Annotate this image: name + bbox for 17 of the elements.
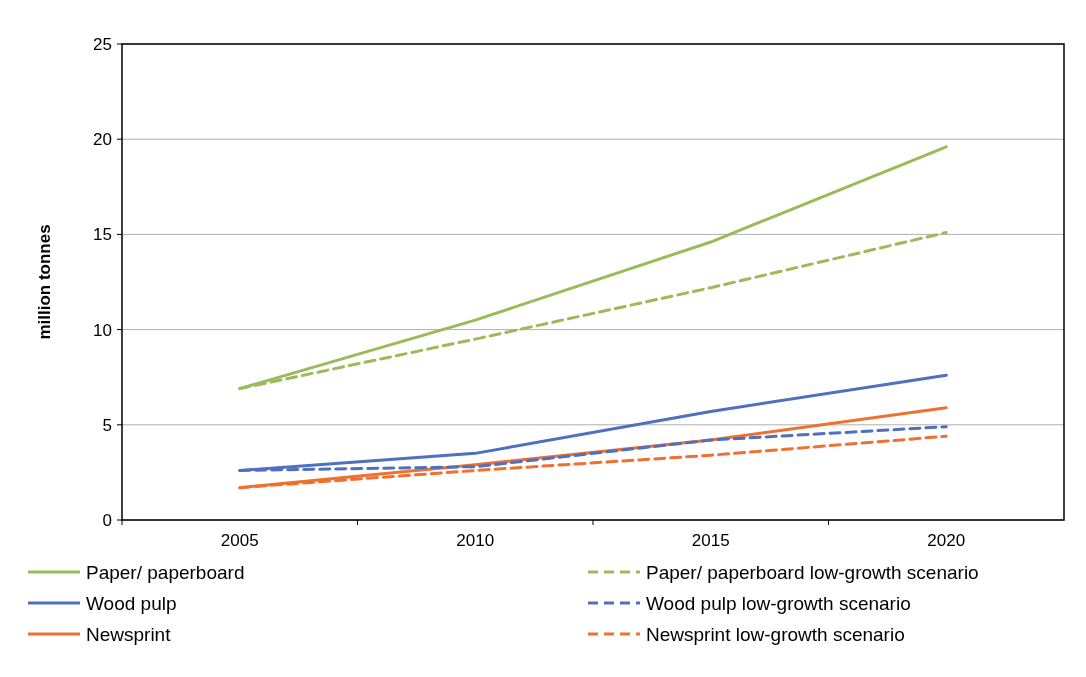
y-tick-label: 10 bbox=[93, 320, 112, 340]
y-tick-label: 0 bbox=[102, 510, 112, 530]
x-tick-label: 2010 bbox=[456, 531, 495, 550]
y-tick-label: 20 bbox=[93, 130, 112, 150]
legend-label: Wood pulp bbox=[86, 592, 177, 614]
legend-label: Paper/ paperboard bbox=[86, 561, 245, 583]
legend-label: Wood pulp low-growth scenario bbox=[646, 592, 911, 614]
x-tick-label: 2005 bbox=[220, 531, 259, 550]
x-tick-label: 2015 bbox=[691, 531, 730, 550]
y-tick-label: 25 bbox=[93, 34, 112, 54]
y-tick-label: 15 bbox=[93, 225, 112, 245]
legend-label: Paper/ paperboard low-growth scenario bbox=[646, 561, 979, 583]
x-tick-label: 2020 bbox=[927, 531, 966, 550]
y-axis-title: million tonnes bbox=[35, 224, 54, 340]
y-tick-label: 5 bbox=[102, 415, 112, 435]
legend-label: Newsprint low-growth scenario bbox=[646, 623, 905, 645]
legend-label: Newsprint bbox=[86, 623, 172, 645]
